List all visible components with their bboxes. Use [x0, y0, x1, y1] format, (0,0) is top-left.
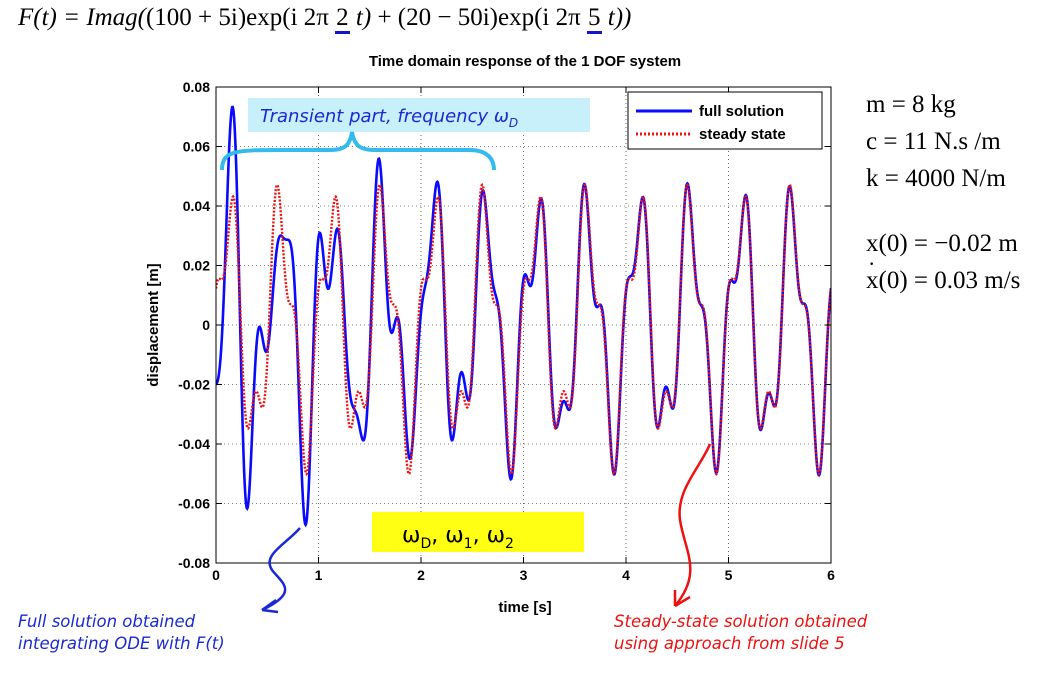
y-tick-label: -0.06	[178, 496, 210, 512]
omega-list: ωD, ω1, ω2	[402, 523, 514, 552]
full-note-arrow	[262, 528, 300, 610]
chart-title: Time domain response of the 1 DOF system	[369, 53, 681, 70]
param-x0: x(0) = −0.02 m	[866, 225, 1020, 262]
steady-note-arrow	[675, 444, 710, 606]
x-tick-label: 2	[417, 567, 425, 583]
y-tick-label: 0	[202, 317, 210, 333]
steady-note-arrowhead	[675, 590, 690, 606]
y-axis-label: displacement [m]	[145, 263, 162, 386]
transient-brace	[222, 132, 494, 170]
y-tick-label: 0.04	[183, 198, 210, 214]
x-tick-label: 3	[520, 567, 528, 583]
axis-ticks: 0 1 2 3 4 5 6 -0.08 -0.06 -0.04 -0.02 0 0.02 0.04 0.06…	[178, 79, 835, 583]
y-tick-label: -0.02	[178, 377, 210, 393]
forcing-equation: F(t) = Imag((100 + 5i)exp(i 2π 2 t) + (2…	[18, 4, 631, 32]
legend-full-label: full solution	[699, 103, 784, 120]
full-solution-note: Full solution obtained integrating ODE w…	[18, 611, 225, 655]
system-parameters: m = 8 kg c = 11 N.s /m k = 4000 N/m x(0)…	[866, 86, 1020, 299]
param-stiffness: k = 4000 N/m	[866, 160, 1020, 197]
x-tick-label: 5	[725, 567, 733, 583]
x-tick-label: 4	[622, 567, 630, 583]
transient-label: Transient part, frequency ωD	[260, 106, 518, 130]
x-tick-label: 0	[212, 567, 220, 583]
legend: full solution steady state	[628, 92, 822, 149]
legend-steady-label: steady state	[699, 126, 786, 143]
y-tick-label: 0.02	[183, 258, 210, 274]
freq2-underline: 5	[587, 4, 602, 34]
y-tick-label: -0.04	[178, 436, 210, 452]
y-tick-label: 0.06	[183, 139, 210, 155]
steady-state-note: Steady-state solution obtained using app…	[614, 611, 867, 655]
x-axis-label: time [s]	[498, 599, 551, 616]
y-tick-label: -0.08	[178, 555, 210, 571]
param-mass: m = 8 kg	[866, 86, 1020, 123]
param-v0: x(0) = 0.03 m/s	[866, 262, 1020, 299]
x-tick-label: 1	[315, 567, 323, 583]
steady-state-line	[216, 185, 831, 474]
x-tick-label: 6	[827, 567, 835, 583]
param-damping: c = 11 N.s /m	[866, 123, 1020, 160]
freq1-underline: 2	[335, 4, 350, 34]
y-tick-label: 0.08	[183, 79, 210, 95]
